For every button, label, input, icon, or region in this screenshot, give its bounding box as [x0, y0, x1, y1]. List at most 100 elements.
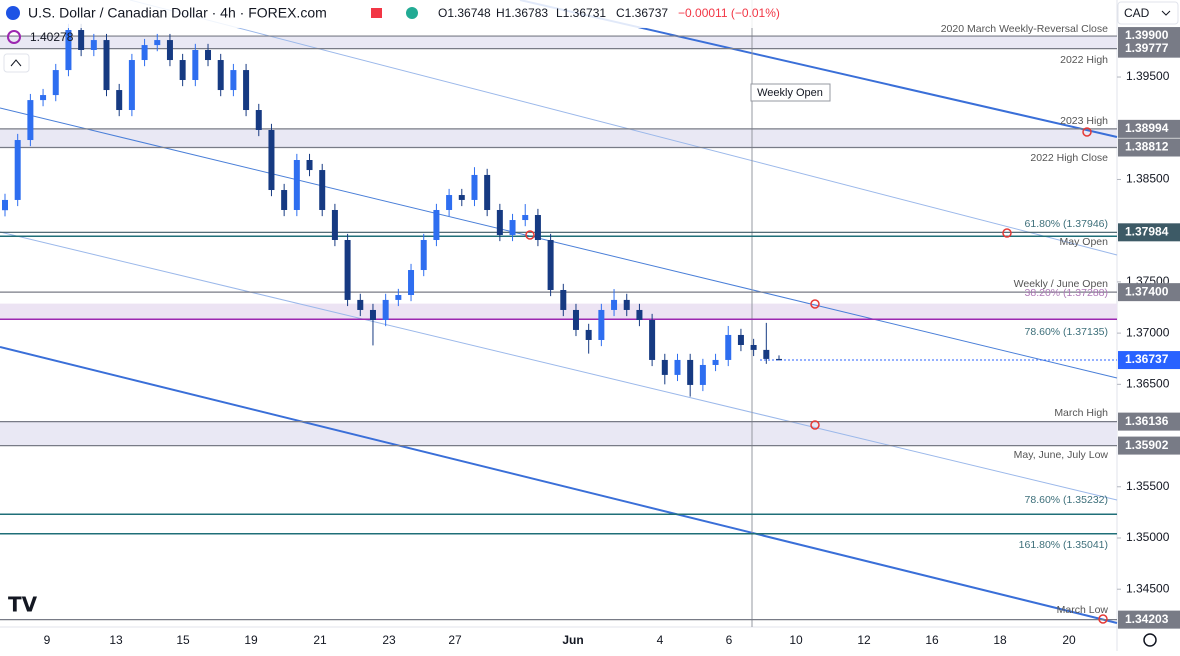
candle-body [471, 174, 478, 200]
x-tick-label: 18 [993, 633, 1007, 647]
candle-body [560, 289, 567, 310]
zone [0, 421, 1117, 446]
candle-body [192, 49, 199, 81]
price-badge-label: 1.36737 [1125, 352, 1169, 366]
status-icon [406, 7, 418, 19]
zone [0, 128, 1117, 148]
ohlc-value: H1.36783 [496, 6, 548, 20]
candle-body [763, 349, 770, 359]
pivot-marker [810, 299, 820, 309]
candle-body [395, 295, 402, 300]
trend-line [0, 107, 1118, 379]
ohlc-value: L1.36731 [556, 6, 606, 20]
settings-icon[interactable] [1143, 633, 1157, 647]
collapse-icon [10, 59, 22, 67]
price-badge-label: 1.37984 [1125, 224, 1169, 238]
x-tick-label: Jun [562, 633, 583, 647]
candle-body [281, 190, 288, 210]
candle-body [27, 100, 34, 141]
currency-label: CAD [1124, 6, 1150, 20]
weekly-open-box [750, 83, 831, 102]
candle-body [293, 160, 300, 210]
y-tick-label: 1.37000 [1126, 325, 1170, 339]
price-badge-label: 1.39777 [1125, 41, 1169, 55]
currency-selector[interactable] [1117, 1, 1179, 25]
candle-body [446, 195, 453, 210]
candle-body [611, 299, 618, 310]
pivot-marker [1002, 228, 1012, 238]
candle-body [128, 60, 135, 111]
level-annotation: 2023 High [1060, 115, 1108, 127]
candle-body [484, 174, 491, 210]
level-annotation: March High [1054, 407, 1108, 419]
candle-body [78, 30, 85, 50]
flag-icon[interactable] [371, 8, 382, 18]
collapse-button[interactable] [3, 53, 30, 73]
candle-body [509, 220, 516, 235]
axes: 1.395001.385001.375001.370001.365001.355… [44, 27, 1180, 647]
x-tick-label: 19 [244, 633, 258, 647]
candle-body [661, 359, 668, 375]
price-badge-label: 1.38994 [1125, 121, 1169, 135]
x-tick-label: 10 [789, 633, 803, 647]
tv-logo: TV [8, 593, 38, 617]
level-annotation: 61.80% (1.37946) [1025, 218, 1108, 230]
candle-body [598, 309, 605, 340]
price-badge-label: 1.39900 [1125, 28, 1169, 42]
trend-line [129, 0, 1118, 256]
pivot-marker [525, 230, 535, 240]
price-badge [1118, 138, 1180, 157]
candle-body [737, 334, 744, 345]
candle-body [572, 309, 579, 330]
candle-body [2, 199, 8, 211]
y-tick-label: 1.38500 [1126, 172, 1170, 186]
x-tick-label: 13 [109, 633, 123, 647]
candle-body [534, 215, 541, 241]
price-badge [1118, 223, 1180, 242]
pivot-marker [1082, 127, 1092, 137]
candle-body [649, 320, 656, 360]
zone [0, 303, 1117, 320]
price-badge [1118, 351, 1180, 370]
x-tick-label: 27 [448, 633, 462, 647]
y-tick-label: 1.35000 [1126, 530, 1170, 544]
levels: 2020 March Weekly-Reversal Close 2022 Hig… [0, 23, 1117, 621]
weekly-open-label: Weekly Open [757, 87, 823, 99]
candle-body [674, 359, 681, 375]
zone [0, 36, 1117, 49]
trend-line [0, 346, 1118, 624]
candle-body [154, 40, 161, 46]
candle-body [776, 358, 782, 361]
candle-body [750, 344, 757, 350]
ohlc-header: O1.36748 H1.36783 L1.36731 C1.36737 −0.00011… [438, 6, 780, 20]
x-tick-label: 23 [382, 633, 396, 647]
candle-body [306, 160, 313, 171]
candle-body [687, 359, 694, 385]
price-badge-label: 1.35902 [1125, 438, 1169, 452]
x-tick-label: 9 [44, 633, 51, 647]
candle-body [408, 270, 415, 296]
ohlc-value: −0.00011 (−0.01%) [678, 6, 780, 20]
zones [0, 36, 1117, 446]
ohlc-value: C1.36737 [616, 6, 668, 20]
price-badge [1118, 283, 1180, 302]
pivot-markers [525, 127, 1108, 624]
candle-body [205, 49, 212, 61]
level-annotation: May Open [1060, 236, 1109, 248]
indicator-icon [7, 30, 21, 44]
header-bg [0, 0, 790, 28]
x-tick-label: 6 [726, 633, 733, 647]
candle-body [420, 240, 427, 271]
x-tick-label: 12 [857, 633, 871, 647]
price-badge [1118, 412, 1180, 431]
candle-body [699, 364, 706, 385]
candle-body [344, 240, 351, 300]
candle-body [496, 209, 503, 235]
candle-body [369, 309, 376, 321]
pivot-marker [810, 420, 820, 430]
candle-body [268, 129, 275, 191]
candle-body [40, 95, 47, 101]
price-badge-label: 1.36136 [1125, 414, 1169, 428]
